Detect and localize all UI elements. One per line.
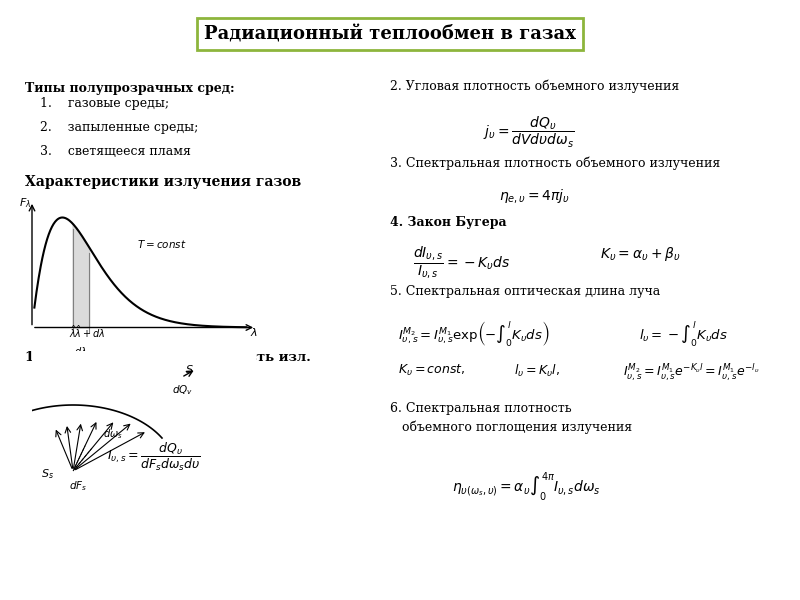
Text: $\eta_{e,\upsilon} = 4\pi j_\upsilon$: $\eta_{e,\upsilon} = 4\pi j_\upsilon$ [498, 187, 570, 205]
Text: 6. Спектральная плотность: 6. Спектральная плотность [390, 401, 571, 415]
Text: $l_\upsilon = -\int_0^l K_\upsilon ds$: $l_\upsilon = -\int_0^l K_\upsilon ds$ [638, 319, 727, 348]
Text: 2. Угловая плотность объемного излучения: 2. Угловая плотность объемного излучения [390, 79, 679, 92]
Text: 3.    светящееся пламя: 3. светящееся пламя [40, 145, 191, 158]
Text: $I^{M_2}_{\upsilon,s} = I^{M_1}_{\upsilon,s}\exp\!\left(-\int_0^l K_\upsilon ds\: $I^{M_2}_{\upsilon,s} = I^{M_1}_{\upsilo… [398, 319, 549, 348]
Text: $dF_s$: $dF_s$ [70, 479, 87, 493]
Text: 2.    запыленные среды;: 2. запыленные среды; [40, 121, 198, 134]
Text: $S_s$: $S_s$ [42, 467, 54, 481]
Text: $d\lambda$: $d\lambda$ [74, 345, 87, 357]
Text: $\dfrac{dI_{\upsilon,s}}{I_{\upsilon,s}} = -K_\upsilon ds$: $\dfrac{dI_{\upsilon,s}}{I_{\upsilon,s}}… [413, 245, 511, 281]
Text: $\eta_{\upsilon(\omega_s,\upsilon)} = \alpha_\upsilon \int_0^{4\pi} I_{\upsilon,: $\eta_{\upsilon(\omega_s,\upsilon)} = \a… [452, 470, 601, 503]
Text: Типы полупрозрачных сред:: Типы полупрозрачных сред: [25, 82, 234, 95]
Text: Характеристики излучения газов: Характеристики излучения газов [25, 175, 301, 188]
Text: 4. Закон Бугера: 4. Закон Бугера [390, 217, 506, 229]
Text: $F_\lambda$: $F_\lambda$ [18, 196, 31, 210]
Text: $K_\upsilon = \alpha_\upsilon + \beta_\upsilon$: $K_\upsilon = \alpha_\upsilon + \beta_\u… [600, 245, 680, 263]
Text: $dQ_v$: $dQ_v$ [172, 383, 193, 397]
Text: $\hat{\lambda}+d\lambda$: $\hat{\lambda}+d\lambda$ [74, 324, 105, 340]
Text: 5. Спектральная оптическая длина луча: 5. Спектральная оптическая длина луча [390, 285, 660, 298]
Text: $d\omega_s$: $d\omega_s$ [103, 427, 122, 441]
Text: $I^{M_2}_{\upsilon,s} = I^{M_1}_{\upsilon,s}e^{-K_\upsilon l} = I^{M_1}_{\upsilo: $I^{M_2}_{\upsilon,s} = I^{M_1}_{\upsilo… [623, 363, 759, 383]
Text: 1. Спектральная интенсивность изл.: 1. Спектральная интенсивность изл. [25, 351, 310, 364]
Text: Радиационный теплообмен в газах: Радиационный теплообмен в газах [204, 25, 576, 43]
Text: $l_\upsilon = K_\upsilon l,$: $l_\upsilon = K_\upsilon l,$ [514, 363, 560, 379]
Text: 1.    газовые среды;: 1. газовые среды; [40, 97, 170, 110]
Text: $T=const$: $T=const$ [137, 238, 186, 250]
Text: $j_\upsilon = \dfrac{dQ_\upsilon}{dVd\upsilon d\omega_s}$: $j_\upsilon = \dfrac{dQ_\upsilon}{dVd\up… [483, 115, 574, 150]
Text: $I_{\upsilon,s} = \dfrac{dQ_\upsilon}{dF_s d\omega_s d\upsilon}$: $I_{\upsilon,s} = \dfrac{dQ_\upsilon}{dF… [106, 441, 201, 473]
Text: $K_\upsilon = const,$: $K_\upsilon = const,$ [398, 363, 466, 378]
Text: 3. Спектральная плотность объемного излучения: 3. Спектральная плотность объемного излу… [390, 157, 720, 170]
Text: объемного поглощения излучения: объемного поглощения излучения [390, 421, 632, 434]
Text: $S$: $S$ [185, 362, 194, 374]
Text: $\lambda$: $\lambda$ [250, 326, 258, 338]
Text: $\hat{\lambda}$: $\hat{\lambda}$ [69, 324, 77, 340]
